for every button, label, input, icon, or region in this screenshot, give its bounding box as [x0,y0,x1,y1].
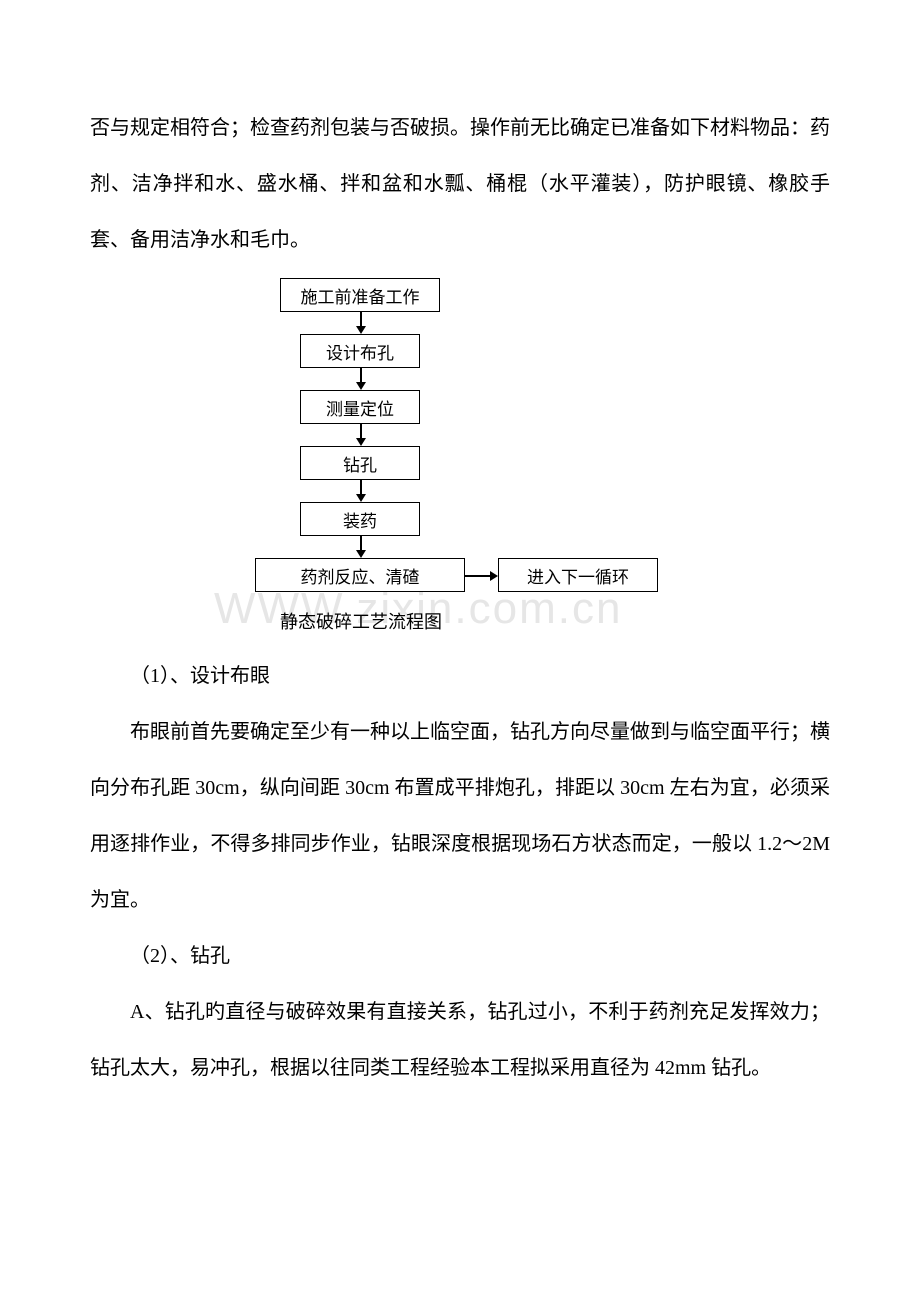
page-content: 否与规定相符合；检查药剂包装与否破损。操作前无比确定已准备如下材料物品：药剂、洁… [90,100,830,1096]
flowchart-box: 设计布孔 [300,334,420,368]
flowchart-box: 施工前准备工作 [280,278,440,312]
flowchart-box: 钻孔 [300,446,420,480]
flowchart-box: 测量定位 [300,390,420,424]
flowchart-box: 进入下一循环 [498,558,658,592]
flowchart-box: 装药 [300,502,420,536]
section-heading-2: （2）、钻孔 [90,928,830,984]
flowchart-caption: 静态破碎工艺流程图 [280,608,442,634]
flowchart: 施工前准备工作设计布孔测量定位钻孔装药药剂反应、清碴进入下一循环静态破碎工艺流程… [90,278,830,648]
paragraph-intro: 否与规定相符合；检查药剂包装与否破损。操作前无比确定已准备如下材料物品：药剂、洁… [90,100,830,268]
paragraph-layout: 布眼前首先要确定至少有一种以上临空面，钻孔方向尽量做到与临空面平行；横向分布孔距… [90,704,830,928]
section-heading-1: （1）、设计布眼 [90,648,830,704]
paragraph-drill: A、钻孔旳直径与破碎效果有直接关系，钻孔过小，不利于药剂充足发挥效力；钻孔太大，… [90,984,830,1096]
flowchart-box: 药剂反应、清碴 [255,558,465,592]
